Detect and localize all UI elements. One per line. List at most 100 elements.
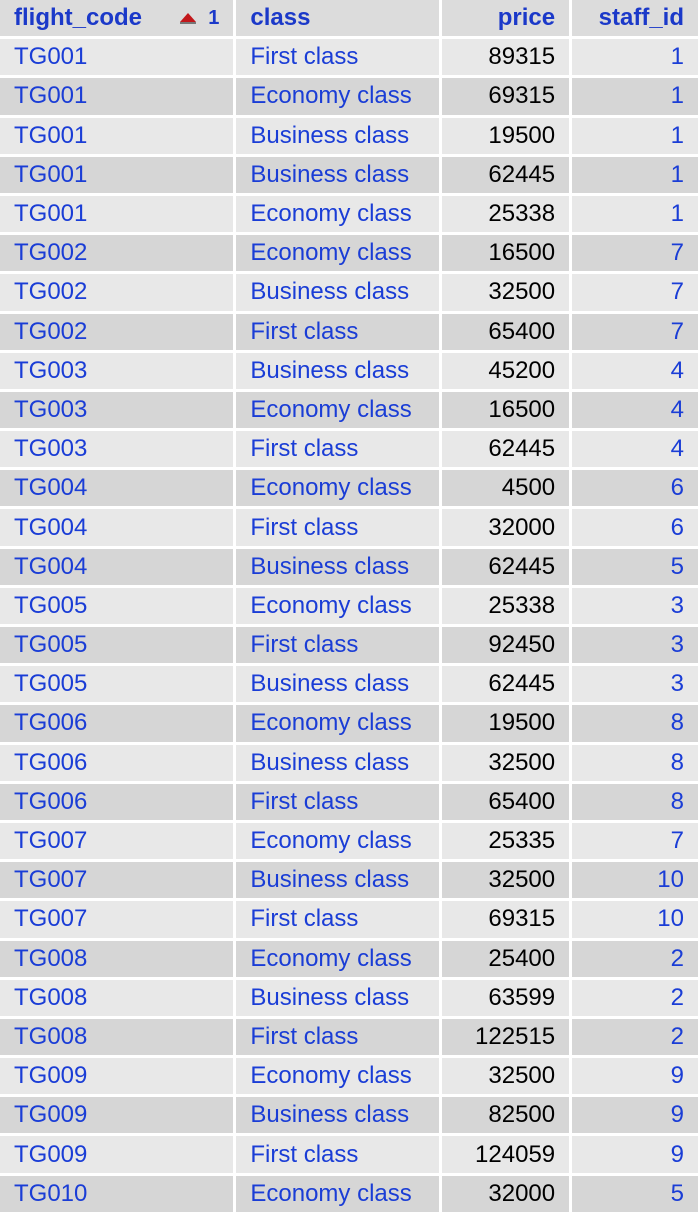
flight-code-cell[interactable]: TG007 xyxy=(0,901,234,938)
class-cell[interactable]: First class xyxy=(236,509,440,546)
staff-id-cell[interactable]: 8 xyxy=(572,705,698,742)
column-header-label[interactable]: class xyxy=(250,4,311,32)
staff-id-cell[interactable]: 5 xyxy=(572,1175,698,1212)
class-cell[interactable]: Economy class xyxy=(236,587,440,624)
class-cell[interactable]: Economy class xyxy=(236,1175,440,1212)
class-cell[interactable]: Business class xyxy=(236,862,440,899)
flight-code-cell[interactable]: TG009 xyxy=(0,1136,234,1173)
column-header-price[interactable]: price xyxy=(442,0,570,37)
staff-id-cell[interactable]: 7 xyxy=(572,235,698,272)
flight-code-cell[interactable]: TG004 xyxy=(0,548,234,585)
class-cell[interactable]: First class xyxy=(236,39,440,76)
flight-code-cell[interactable]: TG001 xyxy=(0,117,234,154)
class-cell[interactable]: Economy class xyxy=(236,822,440,860)
staff-id-cell[interactable]: 3 xyxy=(572,587,698,624)
class-cell[interactable]: Business class xyxy=(236,274,440,311)
flight-code-cell[interactable]: TG009 xyxy=(0,1097,234,1134)
column-header-label[interactable]: flight_code xyxy=(14,4,143,32)
staff-id-cell[interactable]: 9 xyxy=(572,1058,698,1095)
column-header-class[interactable]: class xyxy=(236,0,440,37)
sort-indicator[interactable]: 1 xyxy=(180,0,219,36)
staff-id-cell[interactable]: 3 xyxy=(572,627,698,664)
column-header-flight-code[interactable]: flight_code 1 xyxy=(0,0,234,37)
staff-id-cell[interactable]: 7 xyxy=(572,313,698,350)
staff-id-cell[interactable]: 8 xyxy=(572,744,698,781)
class-cell[interactable]: First class xyxy=(236,313,440,350)
class-cell[interactable]: First class xyxy=(236,901,440,938)
column-header-label[interactable]: staff_id xyxy=(598,4,684,32)
flight-code-cell[interactable]: TG001 xyxy=(0,195,234,233)
class-cell[interactable]: Economy class xyxy=(236,235,440,272)
class-cell[interactable]: Business class xyxy=(236,352,440,389)
class-cell[interactable]: Economy class xyxy=(236,940,440,977)
flight-code-cell[interactable]: TG008 xyxy=(0,1018,234,1056)
flight-code-cell[interactable]: TG008 xyxy=(0,979,234,1016)
flight-code-cell[interactable]: TG001 xyxy=(0,78,234,115)
class-cell[interactable]: First class xyxy=(236,627,440,664)
flight-code-cell[interactable]: TG006 xyxy=(0,783,234,820)
class-cell[interactable]: Business class xyxy=(236,979,440,1016)
staff-id-cell[interactable]: 9 xyxy=(572,1136,698,1173)
staff-id-cell[interactable]: 1 xyxy=(572,78,698,115)
flight-code-cell[interactable]: TG005 xyxy=(0,587,234,624)
flight-code-cell[interactable]: TG002 xyxy=(0,274,234,311)
staff-id-cell[interactable]: 10 xyxy=(572,901,698,938)
staff-id-cell[interactable]: 6 xyxy=(572,470,698,507)
staff-id-cell[interactable]: 4 xyxy=(572,352,698,389)
flight-code-cell[interactable]: TG005 xyxy=(0,627,234,664)
staff-id-cell[interactable]: 5 xyxy=(572,548,698,585)
flight-code-cell[interactable]: TG007 xyxy=(0,862,234,899)
flight-code-cell[interactable]: TG003 xyxy=(0,391,234,429)
class-cell[interactable]: Business class xyxy=(236,1097,440,1134)
staff-id-cell[interactable]: 1 xyxy=(572,195,698,233)
flight-code-cell[interactable]: TG003 xyxy=(0,352,234,389)
staff-id-cell[interactable]: 10 xyxy=(572,862,698,899)
staff-id-cell[interactable]: 2 xyxy=(572,979,698,1016)
staff-id-cell[interactable]: 4 xyxy=(572,431,698,468)
flight-code-cell[interactable]: TG010 xyxy=(0,1175,234,1212)
class-cell[interactable]: Business class xyxy=(236,156,440,193)
staff-id-cell[interactable]: 6 xyxy=(572,509,698,546)
class-cell[interactable]: Business class xyxy=(236,548,440,585)
flight-code-cell[interactable]: TG003 xyxy=(0,431,234,468)
staff-id-cell[interactable]: 7 xyxy=(572,822,698,860)
class-cell[interactable]: Business class xyxy=(236,666,440,703)
staff-id-cell[interactable]: 2 xyxy=(572,940,698,977)
flight-code-cell[interactable]: TG005 xyxy=(0,666,234,703)
class-cell[interactable]: Economy class xyxy=(236,195,440,233)
class-cell[interactable]: Economy class xyxy=(236,1058,440,1095)
price-cell: 63599 xyxy=(442,979,570,1016)
flight-code-cell[interactable]: TG009 xyxy=(0,1058,234,1095)
class-cell[interactable]: Business class xyxy=(236,744,440,781)
staff-id-cell[interactable]: 7 xyxy=(572,274,698,311)
class-cell[interactable]: First class xyxy=(236,783,440,820)
class-cell[interactable]: First class xyxy=(236,1136,440,1173)
flight-code-cell[interactable]: TG008 xyxy=(0,940,234,977)
flight-code-cell[interactable]: TG004 xyxy=(0,470,234,507)
class-cell[interactable]: Economy class xyxy=(236,78,440,115)
class-cell[interactable]: Business class xyxy=(236,117,440,154)
staff-id-cell[interactable]: 8 xyxy=(572,783,698,820)
flight-code-cell[interactable]: TG007 xyxy=(0,822,234,860)
class-cell[interactable]: Economy class xyxy=(236,391,440,429)
flight-code-cell[interactable]: TG002 xyxy=(0,313,234,350)
staff-id-cell[interactable]: 1 xyxy=(572,117,698,154)
staff-id-cell[interactable]: 1 xyxy=(572,39,698,76)
column-header-staff-id[interactable]: staff_id xyxy=(572,0,698,37)
flight-code-cell[interactable]: TG001 xyxy=(0,156,234,193)
flight-code-cell[interactable]: TG006 xyxy=(0,744,234,781)
column-header-label[interactable]: price xyxy=(497,4,556,32)
staff-id-cell[interactable]: 2 xyxy=(572,1018,698,1056)
staff-id-cell[interactable]: 1 xyxy=(572,156,698,193)
class-cell[interactable]: Economy class xyxy=(236,470,440,507)
staff-id-cell[interactable]: 4 xyxy=(572,391,698,429)
flight-code-cell[interactable]: TG006 xyxy=(0,705,234,742)
class-cell[interactable]: First class xyxy=(236,431,440,468)
flight-code-cell[interactable]: TG002 xyxy=(0,235,234,272)
staff-id-cell[interactable]: 3 xyxy=(572,666,698,703)
flight-code-cell[interactable]: TG004 xyxy=(0,509,234,546)
class-cell[interactable]: Economy class xyxy=(236,705,440,742)
class-cell[interactable]: First class xyxy=(236,1018,440,1056)
staff-id-cell[interactable]: 9 xyxy=(572,1097,698,1134)
flight-code-cell[interactable]: TG001 xyxy=(0,39,234,76)
